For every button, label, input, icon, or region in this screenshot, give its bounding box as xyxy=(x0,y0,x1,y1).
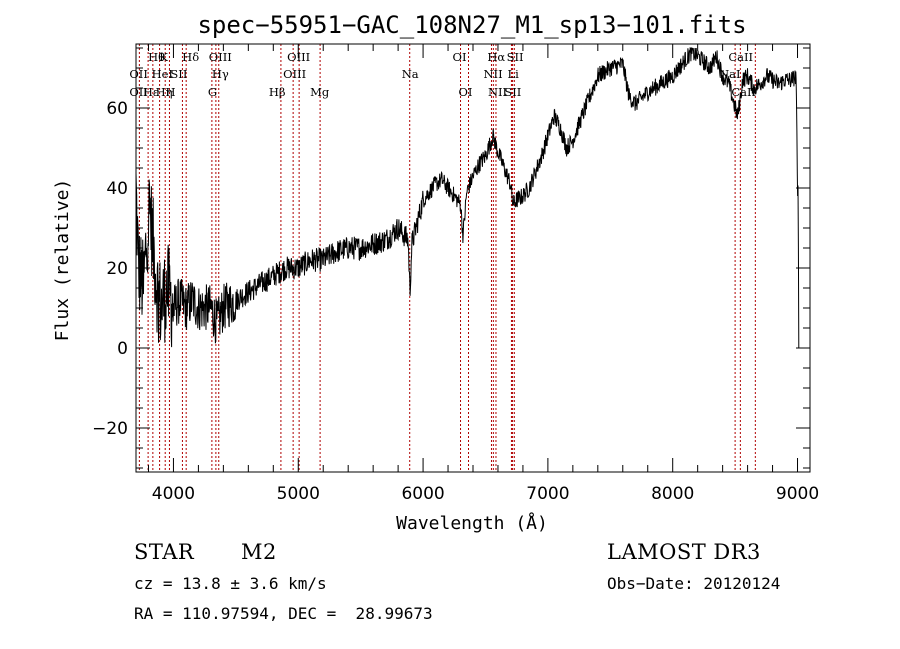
y-tick-label: 60 xyxy=(106,99,128,119)
y-axis-label: Flux (relative) xyxy=(52,179,73,342)
obs-date: Obs−Date: 20120124 xyxy=(607,574,781,593)
axis-ticks: 4000 5000 6000 7000 8000 9000 −20 0 20 40 60 xyxy=(92,44,819,504)
y-tick-label: 40 xyxy=(106,179,128,199)
line-marker-label: NaI xyxy=(719,67,740,81)
line-marker-label: Na xyxy=(402,67,419,81)
line-marker-label: Hε xyxy=(143,85,159,99)
line-marker-label: Li xyxy=(507,67,519,81)
line-marker-label: Hθ xyxy=(148,50,165,64)
line-marker-label: Hγ xyxy=(212,67,229,81)
line-marker-label: H xyxy=(165,85,175,99)
x-tick-label: 8000 xyxy=(651,484,694,504)
x-tick-label: 6000 xyxy=(401,484,444,504)
plot-frame xyxy=(135,43,811,473)
line-marker-group xyxy=(138,44,756,472)
survey-name: LAMOST DR3 xyxy=(607,540,761,564)
line-marker-label: Hα xyxy=(487,50,505,64)
redshift-text: cz = 13.8 ± 3.6 km/s xyxy=(134,574,327,593)
line-marker-label: CaII xyxy=(731,85,756,99)
x-tick-label: 4000 xyxy=(152,484,195,504)
line-marker-label: CaII xyxy=(728,50,753,64)
y-tick-label: 20 xyxy=(106,259,128,279)
line-marker-label: Mg xyxy=(310,85,330,99)
line-marker-label: K xyxy=(159,50,168,64)
y-tick-label: −20 xyxy=(92,419,128,439)
x-tick-label: 7000 xyxy=(526,484,569,504)
line-marker-label: OII xyxy=(129,85,148,99)
line-marker-label: NII xyxy=(488,85,507,99)
x-tick-label: 9000 xyxy=(776,484,819,504)
line-marker-label: SII xyxy=(170,67,187,81)
x-tick-label: 5000 xyxy=(277,484,320,504)
line-marker-label: OIII xyxy=(209,50,232,64)
spectrum-line xyxy=(135,46,800,349)
line-label-group: HθKHδOIIIOIIIOIHαSIICaIIOIIHeISIIHγOIIIN… xyxy=(129,50,756,99)
line-marker-label: Hδ xyxy=(182,50,199,64)
line-marker-label: Hη xyxy=(156,85,173,99)
coordinates: RA = 110.97594, DEC = 28.99673 xyxy=(134,604,433,623)
line-marker-label: G xyxy=(208,85,217,99)
line-marker-label: NII xyxy=(483,67,502,81)
line-marker-label: SII xyxy=(507,50,524,64)
chart-title: spec−55951−GAC_108N27_M1_sp13−101.fits xyxy=(197,11,746,39)
line-marker-label: Hβ xyxy=(269,85,286,99)
line-marker-label: SII xyxy=(504,85,521,99)
line-marker-label: OII xyxy=(129,67,148,81)
line-marker-label: OIII xyxy=(283,67,306,81)
y-tick-label: 0 xyxy=(117,339,128,359)
line-marker-label: HeI xyxy=(152,67,173,81)
object-subclass: M2 xyxy=(241,540,277,564)
line-marker-label: OI xyxy=(453,50,467,64)
object-class: STAR xyxy=(134,540,195,564)
line-marker-label: OI xyxy=(459,85,473,99)
x-axis-label: Wavelength (Å) xyxy=(396,512,548,534)
